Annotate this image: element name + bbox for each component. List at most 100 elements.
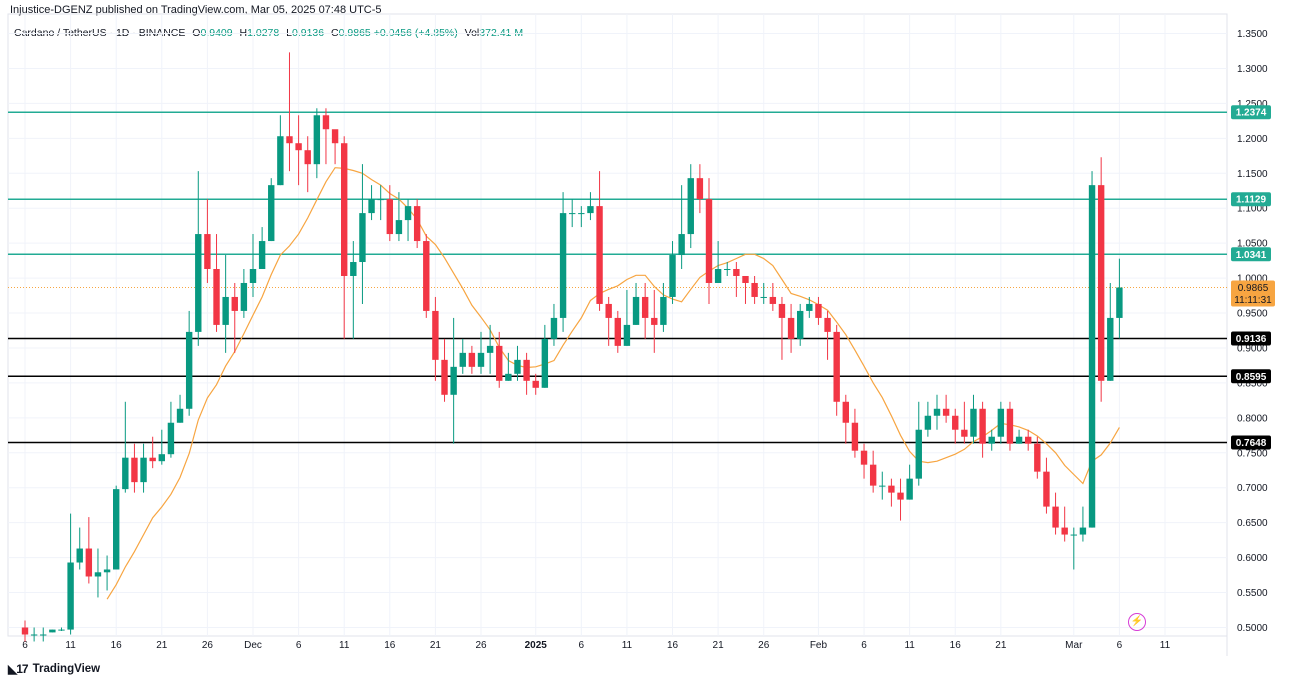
candle-body[interactable] — [742, 275, 749, 283]
candle-body[interactable] — [961, 429, 968, 437]
candle-body[interactable] — [441, 359, 448, 395]
candle-body[interactable] — [660, 296, 667, 325]
candle-body[interactable] — [67, 562, 74, 630]
candle-body[interactable] — [231, 296, 238, 311]
candle-body[interactable] — [514, 359, 521, 374]
candle-body[interactable] — [204, 234, 211, 270]
candle-body[interactable] — [295, 143, 302, 151]
candle-body[interactable] — [1043, 471, 1050, 507]
candle-body[interactable] — [952, 415, 959, 430]
candle-body[interactable] — [240, 282, 248, 311]
candle-body[interactable] — [1006, 408, 1014, 444]
candle-body[interactable] — [623, 324, 631, 346]
candle-body[interactable] — [924, 415, 932, 430]
candle-body[interactable] — [1116, 287, 1123, 318]
candle-body[interactable] — [30, 634, 38, 636]
candle-body[interactable] — [550, 317, 558, 339]
candle-body[interactable] — [313, 115, 321, 165]
candle-body[interactable] — [1025, 436, 1032, 444]
candle-body[interactable] — [477, 352, 485, 367]
tradingview-logo[interactable]: ◣17 TradingView — [8, 662, 100, 676]
candle-body[interactable] — [833, 331, 840, 402]
candle-body[interactable] — [286, 136, 293, 144]
candle-body[interactable] — [94, 572, 102, 577]
candle-body[interactable] — [906, 478, 913, 500]
candle-body[interactable] — [587, 206, 594, 214]
candle-body[interactable] — [942, 408, 950, 416]
candle-body[interactable] — [778, 303, 786, 318]
candle-body[interactable] — [222, 296, 229, 325]
candle-body[interactable] — [860, 450, 868, 465]
candle-body[interactable] — [897, 492, 904, 500]
candle-body[interactable] — [85, 548, 93, 577]
candle-body[interactable] — [733, 269, 740, 276]
candle-body[interactable] — [724, 269, 731, 271]
candle-body[interactable] — [395, 220, 403, 235]
candle-body[interactable] — [641, 296, 649, 318]
candle-body[interactable] — [879, 485, 886, 487]
candle-body[interactable] — [970, 408, 977, 437]
candle-body[interactable] — [304, 150, 311, 165]
candle-body[interactable] — [404, 206, 412, 221]
candle-body[interactable] — [651, 317, 658, 325]
candle-body[interactable] — [614, 317, 621, 346]
candle-body[interactable] — [714, 269, 722, 283]
candle-body[interactable] — [21, 627, 29, 635]
candle-body[interactable] — [377, 199, 384, 201]
candle-body[interactable] — [1097, 185, 1105, 381]
candle-body[interactable] — [678, 234, 685, 256]
candle-body[interactable] — [1015, 436, 1023, 444]
candle-body[interactable] — [888, 485, 895, 493]
candle-body[interactable] — [423, 241, 430, 311]
candle-body[interactable] — [824, 317, 831, 332]
candle-body[interactable] — [806, 303, 813, 311]
candle-body[interactable] — [988, 436, 995, 444]
candle-body[interactable] — [359, 213, 366, 263]
candle-body[interactable] — [167, 422, 175, 455]
candle-body[interactable] — [432, 310, 439, 360]
candle-body[interactable] — [459, 352, 466, 367]
level-price-tag[interactable] — [1231, 435, 1271, 450]
candle-body[interactable] — [797, 310, 804, 339]
candle-body[interactable] — [122, 457, 129, 490]
candle-body[interactable] — [596, 206, 603, 304]
candle-body[interactable] — [696, 178, 704, 200]
candle-body[interactable] — [1088, 185, 1096, 528]
level-price-tag[interactable] — [1231, 105, 1271, 120]
candle-body[interactable] — [113, 489, 120, 570]
candle-body[interactable] — [815, 303, 822, 318]
candle-body[interactable] — [851, 422, 859, 451]
candle-body[interactable] — [58, 629, 65, 631]
candle-body[interactable] — [185, 331, 193, 409]
candle-body[interactable] — [1079, 527, 1087, 535]
candle-body[interactable] — [669, 255, 676, 297]
candle-body[interactable] — [486, 345, 494, 353]
candle-body[interactable] — [997, 408, 1005, 437]
candle-body[interactable] — [386, 199, 393, 235]
candle-body[interactable] — [195, 234, 202, 332]
candle-body[interactable] — [268, 185, 275, 242]
candle-body[interactable] — [49, 629, 56, 633]
candle-body[interactable] — [869, 464, 877, 486]
candle-body[interactable] — [1070, 534, 1077, 536]
candle-body[interactable] — [605, 303, 612, 318]
candle-body[interactable] — [842, 401, 849, 423]
candle-body[interactable] — [350, 262, 357, 276]
candle-body[interactable] — [559, 213, 567, 318]
candle-body[interactable] — [149, 457, 156, 462]
candle-body[interactable] — [787, 317, 795, 339]
candle-body[interactable] — [368, 199, 375, 214]
candle-body[interactable] — [687, 178, 694, 235]
level-price-tag[interactable] — [1231, 331, 1271, 346]
candle-body[interactable] — [979, 408, 986, 444]
candle-body[interactable] — [496, 345, 503, 381]
candle-body[interactable] — [569, 213, 576, 215]
level-price-tag[interactable] — [1231, 369, 1271, 384]
lightning-icon[interactable]: ⚡ — [1128, 613, 1146, 631]
candle-body[interactable] — [1034, 443, 1041, 472]
candle-body[interactable] — [213, 269, 220, 325]
candle-body[interactable] — [450, 366, 457, 395]
candle-body[interactable] — [1052, 506, 1059, 528]
candle-body[interactable] — [176, 408, 184, 423]
